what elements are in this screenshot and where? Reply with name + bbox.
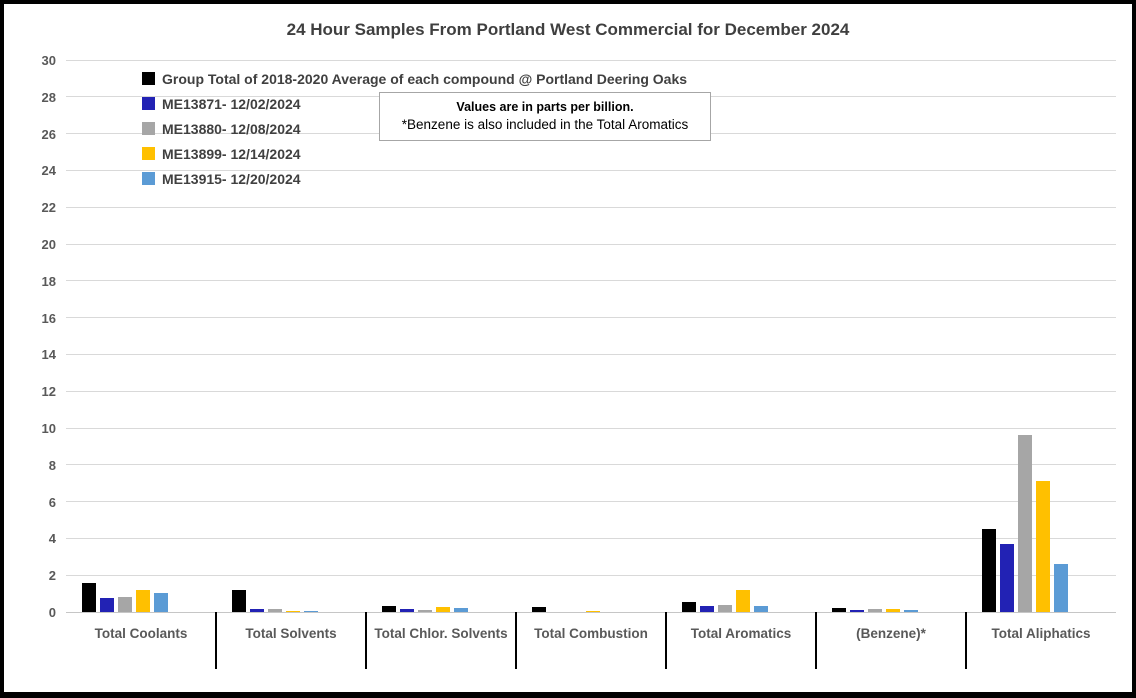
note-box: Values are in parts per billion. *Benzen… (379, 92, 711, 141)
bar-series-2-cat-6 (1018, 435, 1032, 612)
bar-series-1-cat-4 (700, 606, 714, 612)
bar-series-2-cat-0 (118, 597, 132, 612)
legend-item: ME13915- 12/20/2024 (142, 166, 687, 191)
bar-series-3-cat-5 (886, 609, 900, 612)
bar-series-4-cat-0 (154, 592, 168, 612)
x-axis-category-label: Total Aliphatics (991, 626, 1091, 641)
gridline-y-2 (66, 574, 1116, 576)
bar-series-3-cat-3 (586, 611, 600, 612)
legend-label: Group Total of 2018-2020 Average of each… (162, 70, 688, 87)
bar-series-2-cat-2 (418, 610, 432, 612)
x-axis-category-label: Total Solvents (245, 626, 337, 641)
bar-series-1-cat-2 (400, 609, 414, 612)
category-separator (815, 612, 817, 669)
bar-series-1-cat-0 (100, 598, 114, 612)
gridline-y-18 (66, 280, 1116, 282)
bar-series-0-cat-2 (382, 605, 396, 612)
legend-label: ME13899- 12/14/2024 (162, 145, 301, 162)
gridline-y-10 (66, 427, 1116, 429)
note-line-2: *Benzene is also included in the Total A… (401, 117, 689, 132)
bar-series-0-cat-0 (82, 583, 96, 612)
y-axis-tick-label: 26 (41, 126, 56, 142)
bar-series-2-cat-1 (268, 609, 282, 612)
gridline-y-14 (66, 353, 1116, 355)
bar-series-3-cat-1 (286, 610, 300, 612)
gridline-y-8 (66, 464, 1116, 466)
gridline-y-6 (66, 501, 1116, 503)
y-axis-tick-label: 6 (48, 494, 56, 510)
y-axis-tick-label: 8 (48, 457, 56, 473)
y-axis-tick-label: 30 (41, 53, 56, 68)
legend-item: ME13880- 12/08/2024 (142, 116, 687, 141)
y-axis-tick-label: 24 (41, 163, 56, 179)
bar-series-0-cat-6 (982, 529, 996, 612)
bar-series-4-cat-4 (754, 605, 768, 612)
legend-swatch-icon (142, 147, 155, 160)
legend-swatch-icon (142, 172, 155, 185)
legend-label: ME13880- 12/08/2024 (162, 120, 301, 137)
gridline-y-20 (66, 243, 1116, 245)
gridline-y-16 (66, 317, 1116, 319)
x-axis-category-label: Total Chlor. Solvents (374, 626, 508, 641)
bar-series-3-cat-0 (136, 589, 150, 612)
legend-swatch-icon (142, 72, 155, 85)
gridline-y-30 (66, 59, 1116, 61)
bar-series-3-cat-6 (1036, 481, 1050, 612)
legend-swatch-icon (142, 122, 155, 135)
bar-series-3-cat-4 (736, 589, 750, 612)
legend-item: ME13899- 12/14/2024 (142, 141, 687, 166)
bar-series-0-cat-3 (532, 607, 546, 612)
note-line-1: Values are in parts per billion. (456, 100, 634, 114)
y-axis-tick-label: 18 (41, 273, 56, 289)
y-axis-tick-label: 16 (41, 310, 56, 326)
legend-label: ME13915- 12/20/2024 (162, 170, 301, 187)
bar-series-2-cat-4 (718, 604, 732, 612)
bar-series-0-cat-4 (682, 601, 696, 612)
bar-series-4-cat-2 (454, 608, 468, 612)
y-axis-tick-label: 2 (48, 568, 56, 584)
category-separator (365, 612, 367, 669)
legend-label: ME13871- 12/02/2024 (162, 95, 301, 112)
x-axis-category-label: (Benzene)* (856, 626, 926, 641)
bar-series-4-cat-5 (904, 610, 918, 612)
category-separator (215, 612, 217, 669)
category-separator (515, 612, 517, 669)
bar-series-2-cat-5 (868, 609, 882, 612)
y-axis-tick-label: 4 (48, 531, 56, 547)
bar-series-0-cat-1 (232, 589, 246, 612)
bar-series-4-cat-6 (1054, 564, 1068, 612)
legend-item: ME13871- 12/02/2024 (142, 91, 687, 116)
x-axis-category-label: Total Aromatics (690, 626, 792, 641)
category-separator (965, 612, 967, 669)
gridline-y-22 (66, 206, 1116, 208)
y-axis-tick-label: 0 (48, 605, 56, 620)
y-axis-tick-label: 10 (41, 421, 56, 436)
bar-series-0-cat-5 (832, 608, 846, 612)
x-axis-category-label: Total Combustion (534, 626, 648, 641)
legend-swatch-icon (142, 97, 155, 110)
legend-item: Group Total of 2018-2020 Average of each… (142, 66, 687, 91)
bar-series-1-cat-1 (250, 609, 264, 612)
chart-title: 24 Hour Samples From Portland West Comme… (286, 20, 850, 39)
category-separator (665, 612, 667, 669)
bar-series-4-cat-1 (304, 610, 318, 612)
bar-series-3-cat-2 (436, 607, 450, 612)
y-axis-tick-label: 12 (41, 384, 56, 400)
bar-series-1-cat-6 (1000, 543, 1014, 612)
x-axis-category-label: Total Coolants (94, 626, 188, 641)
y-axis-tick-label: 28 (41, 89, 56, 105)
y-axis-tick-label: 14 (41, 347, 56, 363)
gridline-y-0 (66, 611, 1116, 613)
bar-series-1-cat-5 (850, 610, 864, 612)
y-axis-tick-label: 22 (41, 200, 56, 216)
gridline-y-4 (66, 537, 1116, 539)
gridline-y-12 (66, 390, 1116, 392)
legend: Group Total of 2018-2020 Average of each… (142, 66, 687, 191)
gridline-y-24 (66, 169, 1116, 171)
y-axis-tick-label: 20 (41, 237, 56, 252)
